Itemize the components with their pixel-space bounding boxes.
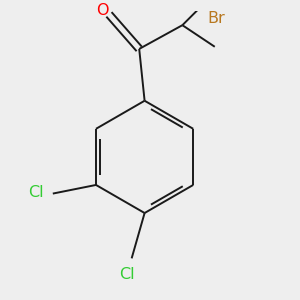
Text: Br: Br — [207, 11, 225, 26]
Text: Cl: Cl — [28, 185, 44, 200]
Text: Cl: Cl — [119, 267, 135, 282]
Text: O: O — [96, 3, 109, 18]
